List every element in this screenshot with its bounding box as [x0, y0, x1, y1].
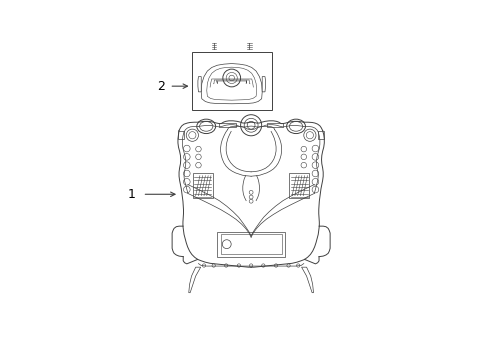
Polygon shape [198, 77, 201, 92]
Bar [217, 232, 285, 257]
Bar [178, 131, 184, 139]
Bar [219, 123, 236, 127]
Bar [193, 174, 213, 198]
Circle shape [223, 69, 241, 87]
Polygon shape [201, 64, 262, 104]
Text: 2: 2 [157, 80, 165, 93]
Polygon shape [189, 267, 201, 293]
Text: 1: 1 [127, 188, 135, 201]
Polygon shape [301, 267, 314, 293]
Bar [290, 174, 309, 198]
Bar [192, 51, 272, 110]
Bar [220, 234, 282, 255]
Polygon shape [207, 67, 257, 100]
Bar [318, 131, 324, 139]
Bar [267, 123, 283, 127]
Polygon shape [262, 77, 266, 92]
